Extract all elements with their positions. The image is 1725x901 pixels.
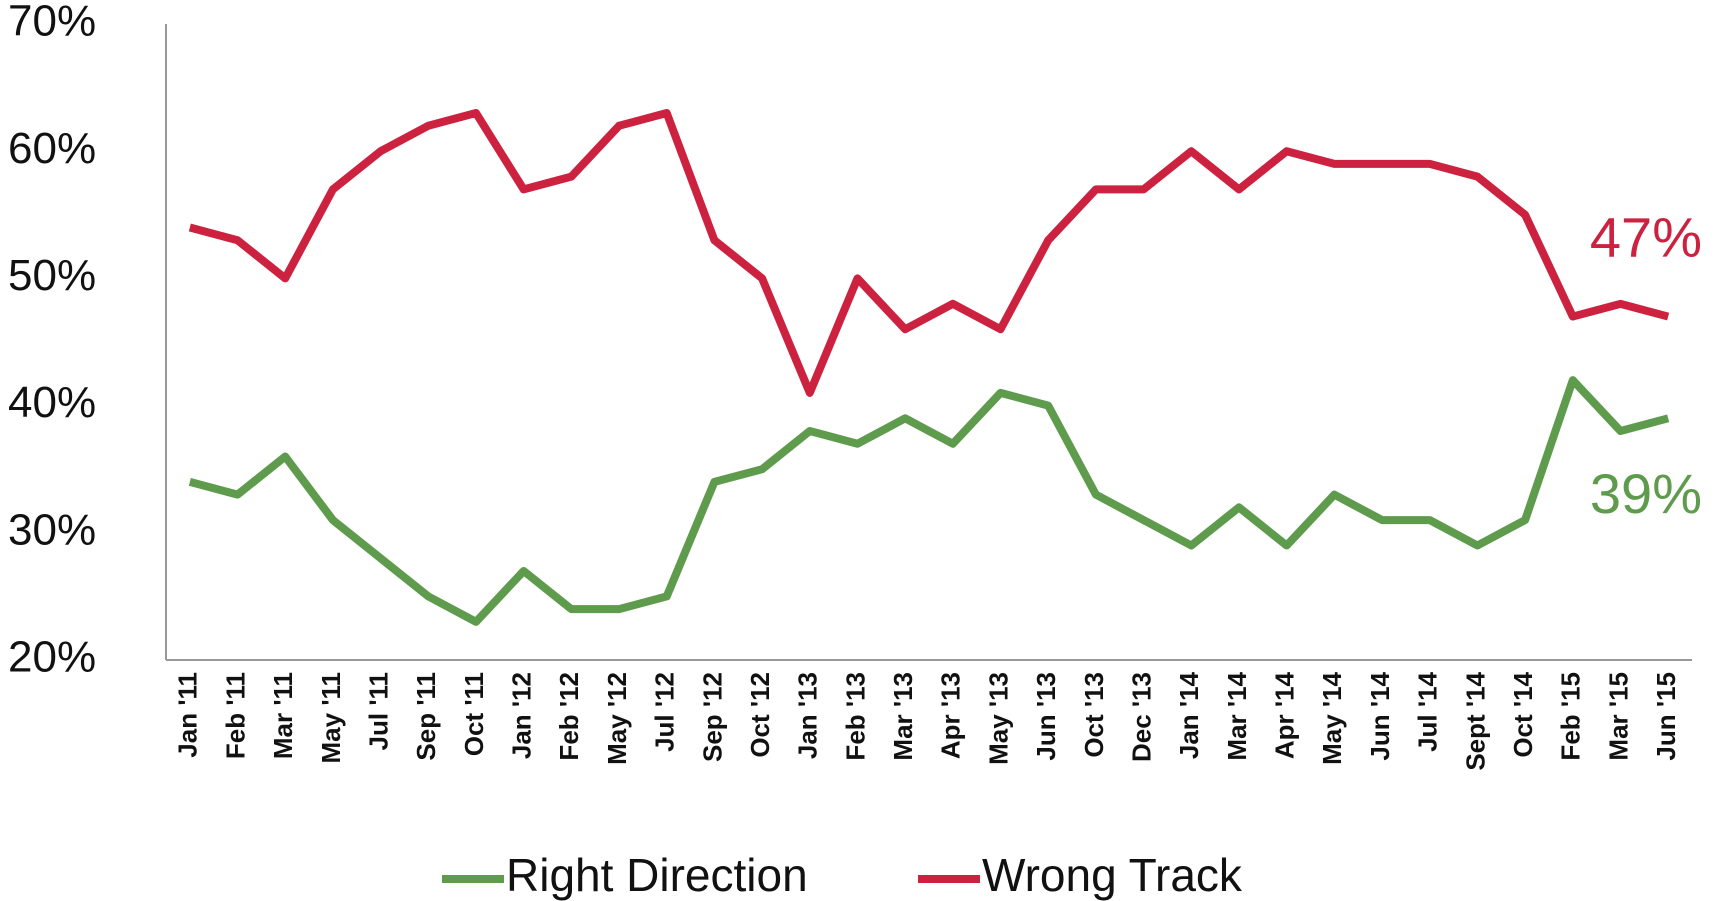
x-tick-label: Feb '12 [554, 672, 584, 761]
x-tick-label: Feb '15 [1556, 672, 1586, 761]
x-tick-label: Jul '14 [1413, 671, 1443, 751]
x-tick-label: Jul '12 [650, 672, 680, 752]
x-tick-label: Oct '13 [1079, 672, 1109, 758]
x-tick-label: Jan '13 [793, 672, 823, 759]
x-tick-label: Oct '14 [1508, 671, 1538, 757]
x-tick-label: Mar '13 [888, 672, 918, 761]
x-tick-label: Sep '12 [697, 672, 727, 762]
end-label: 47% [1590, 205, 1702, 268]
series-line [188, 376, 1670, 626]
y-tick-label: 50% [8, 251, 96, 300]
x-tick-label: Jun '13 [1031, 672, 1061, 761]
x-tick-label: Jan '11 [173, 672, 203, 758]
y-tick-label: 40% [8, 378, 96, 427]
y-tick-label: 70% [8, 0, 96, 46]
x-tick-label: May '12 [602, 672, 632, 765]
x-tick-label: Feb '13 [840, 672, 870, 761]
x-tick-label: Feb '11 [220, 672, 250, 759]
y-tick-label: 20% [8, 633, 96, 682]
y-tick-label: 30% [8, 505, 96, 554]
x-tick-label: Dec '13 [1126, 672, 1156, 762]
x-tick-label: Mar '11 [268, 672, 298, 759]
x-tick-label: Jun '15 [1651, 672, 1681, 761]
x-tick-label: Oct '11 [459, 672, 489, 756]
x-tick-label: Apr '13 [936, 672, 966, 759]
x-tick-label: Oct '12 [745, 672, 775, 758]
x-tick-label: Sep '11 [411, 672, 441, 761]
legend-label: Wrong Track [982, 849, 1243, 901]
x-tick-label: Mar '14 [1222, 671, 1252, 760]
end-label: 39% [1590, 462, 1702, 525]
legend-label: Right Direction [506, 849, 808, 901]
x-tick-label: Jan '14 [1174, 671, 1204, 759]
x-tick-label: Jul '11 [363, 672, 393, 750]
x-tick-label: May '13 [983, 672, 1013, 765]
x-tick-label: Jun '14 [1365, 671, 1395, 760]
x-tick-label: Mar '15 [1603, 672, 1633, 761]
x-tick-label: May '14 [1317, 671, 1347, 764]
x-tick-label: May '11 [316, 672, 346, 763]
series-line [188, 109, 1670, 397]
x-tick-label: Jan '12 [507, 672, 537, 759]
y-tick-label: 60% [8, 124, 96, 173]
x-tick-label: Apr '14 [1270, 671, 1300, 759]
x-tick-label: Sept '14 [1460, 671, 1490, 770]
